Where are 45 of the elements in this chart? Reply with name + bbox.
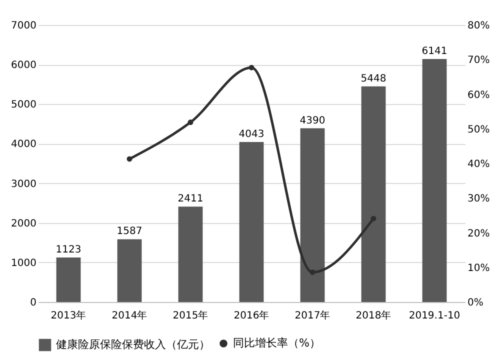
y2-tick-label: 40%	[468, 159, 490, 170]
y-tick-label: 3000	[11, 178, 36, 190]
bar	[178, 206, 203, 302]
y-tick-label: 6000	[11, 60, 36, 72]
legend-label: 健康险原保险保费收入（亿元）	[56, 338, 210, 351]
data-label: 2411	[178, 194, 204, 205]
x-tick-label: 2019.1-10	[408, 310, 460, 322]
y2-tick-label: 10%	[468, 262, 490, 274]
y2-tick-label: 80%	[468, 20, 490, 32]
y2-tick-label: 0%	[468, 298, 484, 308]
bar	[361, 86, 386, 302]
bar	[117, 239, 142, 302]
data-label: 4390	[300, 115, 326, 126]
x-tick-label: 2017年	[294, 310, 330, 322]
bar	[239, 142, 264, 302]
bar	[300, 128, 325, 302]
x-tick-label: 2013年	[50, 310, 86, 322]
y-tick-label: 0	[30, 298, 36, 308]
x-tick-label: 2016年	[234, 310, 270, 322]
y-tick-label: 1000	[11, 258, 36, 269]
legend-label: 同比增长率（%）	[233, 336, 320, 350]
point	[248, 64, 254, 70]
x-tick-label: 2014年	[112, 310, 148, 322]
y2-tick-label: 30%	[468, 194, 490, 205]
point	[310, 269, 316, 275]
y2-tick-label: 50%	[468, 124, 490, 136]
y2-tick-label: 70%	[468, 55, 490, 66]
x-tick-label: 2018年	[356, 310, 392, 322]
y-tick-label: 7000	[11, 20, 36, 32]
y-tick-label: 5000	[11, 100, 36, 111]
data-label: 1587	[116, 226, 142, 238]
data-label: 4043	[238, 129, 264, 140]
data-label: 6141	[422, 46, 448, 57]
y-tick-label: 2000	[11, 218, 36, 230]
data-label: 5448	[360, 73, 386, 84]
point	[370, 216, 376, 222]
bar	[56, 258, 81, 302]
y2-tick-label: 60%	[468, 90, 490, 101]
y-tick-label: 4000	[11, 139, 36, 150]
y2-tick-label: 20%	[468, 228, 490, 240]
point	[188, 120, 194, 126]
x-tick-label: 2015年	[172, 310, 208, 322]
data-label: 1123	[56, 244, 82, 256]
bar	[422, 58, 447, 302]
point	[126, 156, 132, 162]
